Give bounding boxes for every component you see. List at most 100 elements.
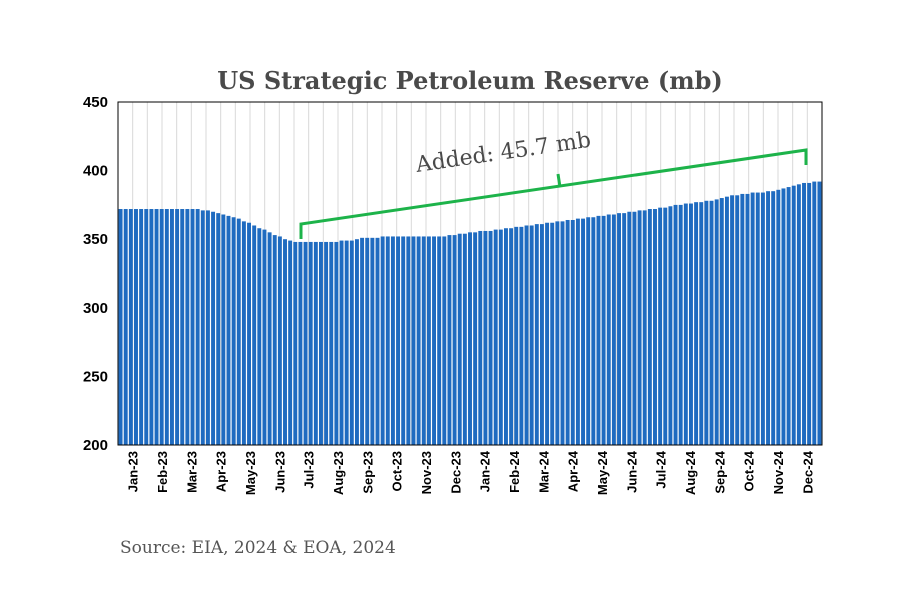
bar — [565, 219, 570, 445]
bar — [283, 239, 287, 445]
bar — [267, 232, 272, 445]
bar — [498, 229, 503, 445]
bar — [421, 236, 426, 445]
bar — [663, 207, 668, 445]
bar — [231, 217, 236, 445]
bar — [524, 225, 529, 445]
bar — [534, 224, 539, 445]
bar — [683, 203, 688, 445]
bar — [185, 209, 190, 445]
bar — [678, 204, 683, 445]
x-tick-label: May-24 — [595, 450, 610, 495]
bar — [339, 240, 344, 445]
bar — [313, 241, 318, 445]
bar — [195, 209, 200, 445]
bar — [560, 221, 565, 445]
bar — [426, 236, 431, 445]
bar — [658, 207, 663, 445]
bar — [719, 198, 724, 445]
bar — [771, 191, 776, 445]
x-tick-label: Aug-24 — [683, 450, 698, 495]
bar — [730, 195, 735, 445]
x-tick-label: Apr-23 — [214, 451, 229, 492]
bar — [365, 237, 370, 445]
x-tick-label: Apr-24 — [566, 450, 581, 492]
bar — [360, 237, 365, 445]
bar — [519, 226, 524, 445]
bar — [236, 218, 241, 445]
x-tick-label: Jan-23 — [126, 451, 141, 492]
bar — [550, 222, 555, 445]
bar — [493, 229, 498, 445]
y-tick-label: 300 — [83, 300, 108, 317]
bar — [344, 240, 349, 445]
bar — [401, 236, 406, 445]
bar — [642, 210, 647, 445]
bar — [288, 240, 293, 445]
chart-title: US Strategic Petroleum Reserve (mb) — [217, 66, 723, 95]
bar — [252, 225, 257, 445]
plot-area-frame — [117, 101, 823, 446]
x-tick-label: Jul-24 — [654, 450, 669, 488]
bar — [632, 211, 637, 445]
bar — [442, 236, 447, 445]
bar — [688, 203, 693, 445]
x-tick-label: Mar-23 — [184, 451, 199, 493]
bar — [694, 202, 699, 445]
bar — [221, 214, 226, 445]
bar — [354, 239, 359, 445]
bar — [349, 240, 354, 445]
bar — [390, 236, 395, 445]
bar — [457, 233, 462, 445]
bar — [164, 209, 169, 445]
x-tick-label: Jul-23 — [302, 451, 317, 489]
bar — [468, 232, 472, 445]
bar — [452, 235, 457, 445]
bar — [581, 218, 586, 445]
x-tick-label: Sep-24 — [712, 450, 727, 493]
bar — [262, 229, 267, 445]
bar — [257, 228, 262, 445]
bar — [740, 193, 745, 445]
bar — [190, 209, 195, 445]
y-tick-label: 250 — [83, 368, 108, 385]
bar — [617, 213, 621, 445]
bar — [200, 210, 205, 445]
bar — [324, 241, 329, 445]
bar — [205, 210, 210, 445]
x-tick-label: Jun-24 — [624, 450, 639, 493]
bar — [601, 215, 606, 445]
x-tick-label: Mar-24 — [536, 450, 551, 493]
bar — [432, 236, 436, 445]
bar — [241, 221, 246, 445]
bar — [724, 196, 729, 445]
bar — [796, 184, 801, 445]
bar — [653, 209, 657, 445]
bar — [596, 215, 601, 445]
bar — [539, 224, 544, 445]
bar — [370, 237, 375, 445]
x-tick-label: Oct-23 — [390, 451, 405, 491]
bar — [118, 209, 123, 445]
bar — [144, 209, 149, 445]
bar — [668, 206, 673, 445]
bar — [247, 222, 252, 445]
bar — [375, 237, 380, 445]
bar — [606, 214, 611, 445]
y-tick-label: 400 — [83, 163, 108, 180]
bar — [447, 235, 452, 445]
bar — [473, 232, 478, 445]
bar — [514, 226, 519, 445]
bar — [817, 181, 822, 446]
bar — [478, 230, 483, 445]
bar — [139, 209, 144, 445]
bar — [308, 241, 313, 445]
bar — [319, 241, 323, 445]
bar — [807, 182, 812, 445]
bar — [169, 209, 174, 445]
bar — [488, 230, 493, 445]
y-axis: 200 250 300 350 400 450 — [83, 94, 108, 454]
bar — [760, 192, 765, 445]
bar — [134, 209, 138, 445]
